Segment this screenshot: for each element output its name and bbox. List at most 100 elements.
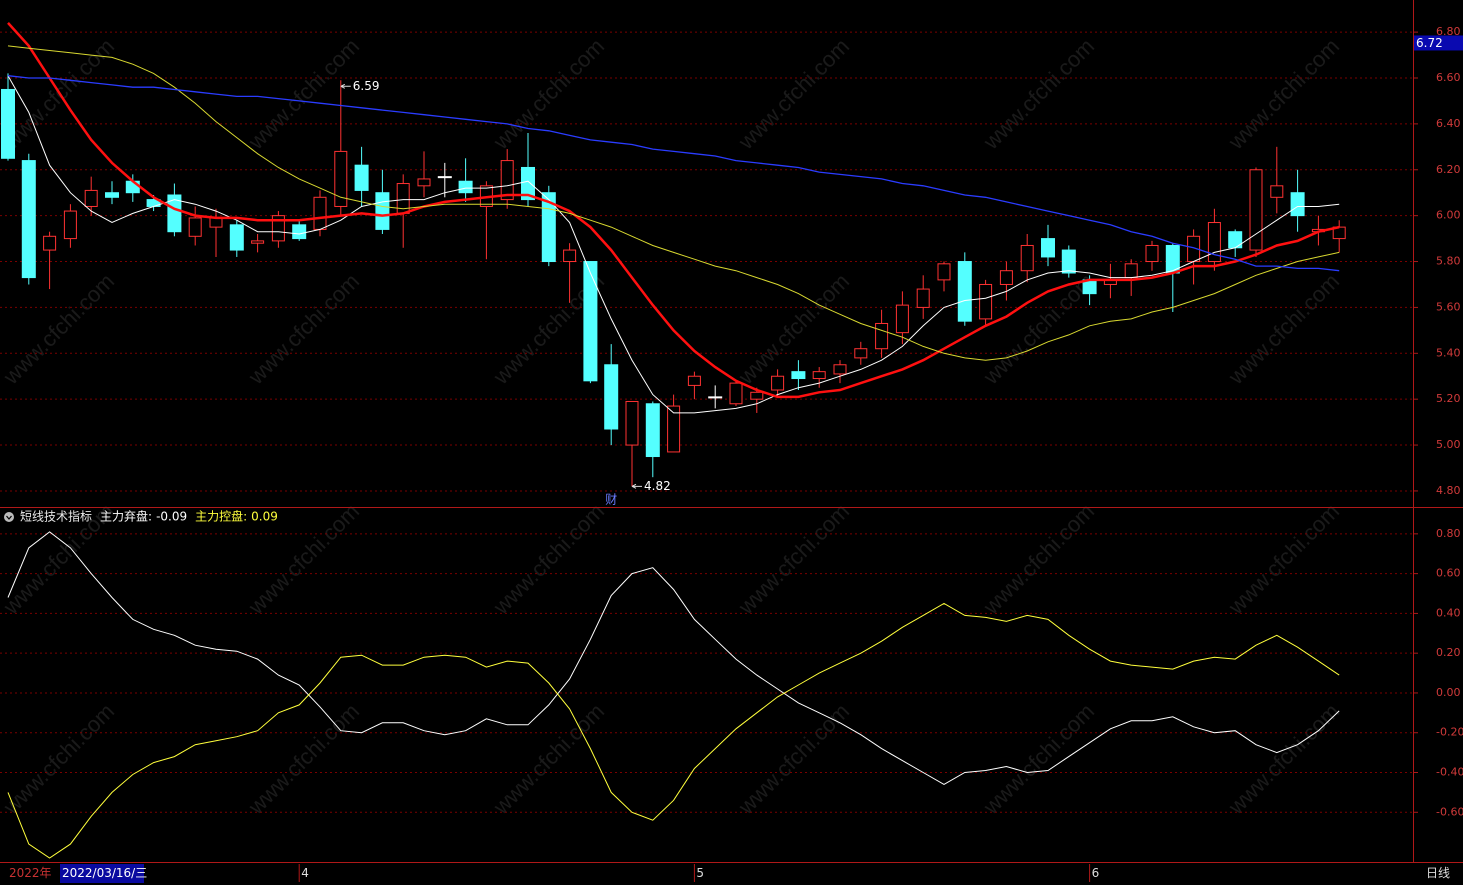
cursor-price-box xyxy=(1414,35,1463,51)
candle-body xyxy=(604,364,619,430)
indicator-title: 短线技术指标 xyxy=(20,509,92,524)
candle-body xyxy=(916,288,930,308)
candle-body xyxy=(500,160,514,201)
period: 日线 xyxy=(1426,866,1450,880)
candle-body xyxy=(1124,263,1138,279)
candle-body xyxy=(812,371,826,380)
candle-body xyxy=(1,88,15,159)
axes: 4.80 5.00 5.20 5.40 5.60 5.80 6.00 6.20 6.40 6.60… xyxy=(1413,25,1463,818)
candle-body xyxy=(437,176,452,179)
y-tick-label: 0.40 xyxy=(1436,606,1461,619)
candle-body xyxy=(1041,238,1055,258)
y-tick-label: 6.20 xyxy=(1436,163,1461,176)
candle-body xyxy=(583,261,598,382)
x-tick-label: 2022年 xyxy=(9,866,52,880)
event-marker: 财 xyxy=(605,493,617,507)
line-series xyxy=(7,602,1340,859)
candle-body xyxy=(521,166,535,201)
candle-body xyxy=(1249,169,1263,251)
line-series xyxy=(7,531,1340,785)
y-tick-label: -0.60 xyxy=(1436,805,1463,818)
candle-body xyxy=(458,180,473,194)
annotation-arrow xyxy=(340,83,351,89)
candle-body xyxy=(875,322,889,350)
y-tick-label: 0.20 xyxy=(1436,646,1461,659)
legend-icon-arrow xyxy=(6,515,12,520)
y-tick-label: 5.80 xyxy=(1436,255,1461,268)
legend-value: 0.09 xyxy=(251,510,278,524)
candle-body xyxy=(771,375,785,391)
date-axis: 2022/03/16/三 日线 2022年 4 5 6 xyxy=(9,864,1450,883)
candle-body xyxy=(43,235,57,251)
candle-body xyxy=(708,396,723,399)
candle-body xyxy=(21,160,36,279)
candle-body xyxy=(84,189,98,207)
candle-body xyxy=(1061,249,1076,274)
candle-body xyxy=(167,194,182,233)
candle-body xyxy=(271,215,285,242)
candle-body xyxy=(334,150,348,207)
candle-body xyxy=(833,364,847,375)
legend-value: -0.09 xyxy=(156,510,187,524)
candle-body xyxy=(375,192,390,230)
candle-body xyxy=(1290,192,1305,217)
candle-body xyxy=(667,405,681,453)
y-tick-label: 5.40 xyxy=(1436,346,1461,359)
y-tick-label: 6.80 xyxy=(1436,25,1461,38)
candle-body xyxy=(895,304,909,334)
price-panel: 6.59 4.82 财 xyxy=(1,22,1346,507)
candle-body xyxy=(105,192,119,198)
high-annotation: 6.59 xyxy=(353,79,380,93)
candle-body xyxy=(125,180,140,194)
x-tick-label: 6 xyxy=(1092,866,1100,880)
y-tick-label: 6.60 xyxy=(1436,71,1461,84)
candle-body xyxy=(1270,185,1284,198)
y-tick-label: -0.40 xyxy=(1436,766,1463,779)
y-tick-label: 5.00 xyxy=(1436,438,1461,451)
candle-body xyxy=(188,217,202,237)
candle-body xyxy=(979,283,993,320)
candle-body xyxy=(209,217,223,228)
y-tick-label: 0.00 xyxy=(1436,686,1461,699)
y-tick-label: 5.20 xyxy=(1436,392,1461,405)
candle-body xyxy=(791,371,806,380)
y-tick-label: 6.00 xyxy=(1436,209,1461,222)
y-tick-label: -0.20 xyxy=(1436,726,1463,739)
candle-body xyxy=(999,270,1013,285)
low-annotation: 4.82 xyxy=(644,479,671,493)
indicator-legend: 短线技术指标 主力弃盘: -0.09 主力控盘: 0.09 xyxy=(4,509,278,524)
candle-body xyxy=(750,391,764,400)
y-tick-label: 6.40 xyxy=(1436,117,1461,130)
candle-body xyxy=(625,400,639,446)
candle-body xyxy=(63,210,77,240)
cursor-date: 2022/03/16/三 xyxy=(62,866,147,880)
candle-body xyxy=(229,224,244,251)
candle-body xyxy=(417,178,431,187)
candle-body xyxy=(563,249,577,263)
candle-body xyxy=(854,348,868,359)
candle-body xyxy=(1020,244,1034,272)
y-tick-label: 0.80 xyxy=(1436,527,1461,540)
candle-body xyxy=(937,263,951,281)
candle-body xyxy=(957,261,972,322)
legend-name: 主力控盘: xyxy=(195,509,247,524)
x-tick-label: 4 xyxy=(301,866,309,880)
indicator-panel xyxy=(7,531,1340,859)
candle-body xyxy=(292,224,307,240)
legend-icon[interactable] xyxy=(4,512,14,522)
candle-body xyxy=(729,382,743,405)
legend-name: 主力弃盘: xyxy=(100,509,152,524)
y-tick-label: 0.60 xyxy=(1436,567,1461,580)
cursor-price: 6.72 xyxy=(1416,36,1443,50)
candle-body xyxy=(1145,244,1159,263)
candle-body xyxy=(354,164,369,191)
cursor-date-box xyxy=(60,864,144,883)
y-tick-label: 5.60 xyxy=(1436,300,1461,313)
annotation-arrow xyxy=(631,483,642,489)
candle-body xyxy=(645,403,660,458)
grid xyxy=(0,31,1413,813)
candle-body xyxy=(313,196,327,230)
candle-body xyxy=(687,375,701,386)
